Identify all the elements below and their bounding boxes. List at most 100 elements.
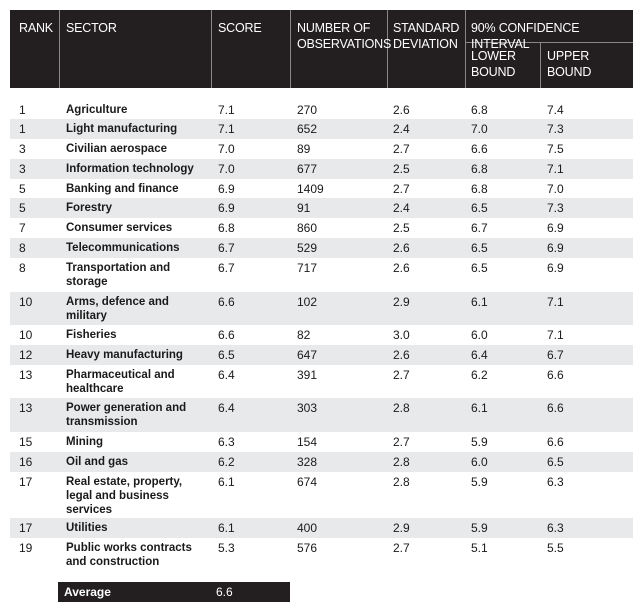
cell-score: 6.1 — [218, 521, 235, 535]
cell-rank: 17 — [19, 521, 33, 535]
cell-rank: 10 — [19, 328, 33, 342]
cell-obs: 91 — [297, 201, 311, 215]
average-label: Average — [64, 585, 111, 599]
cell-sector: Oil and gas — [66, 456, 128, 468]
table-row: 13 Power generation and transmission 6.4 30… — [10, 398, 633, 432]
cell-obs: 400 — [297, 521, 318, 535]
table-row: 12 Heavy manufacturing 6.5 647 2.6 6.4 6.7 — [10, 345, 633, 365]
cell-obs: 82 — [297, 328, 311, 342]
cell-sd: 2.5 — [393, 162, 410, 176]
header-divider — [540, 42, 541, 88]
cell-lower: 6.1 — [471, 401, 488, 415]
cell-sd: 2.5 — [393, 221, 410, 235]
cell-upper: 6.3 — [547, 521, 564, 535]
cell-lower: 7.0 — [471, 122, 488, 136]
cell-sector: Real estate, property, legal and busines… — [66, 476, 183, 516]
cell-sd: 2.4 — [393, 201, 410, 215]
cell-sd: 2.6 — [393, 348, 410, 362]
average-score: 6.6 — [216, 585, 233, 599]
cell-sector: Light manufacturing — [66, 123, 178, 135]
cell-score: 7.1 — [218, 103, 235, 117]
cell-upper: 6.9 — [547, 241, 564, 255]
cell-sector: Banking and finance — [66, 183, 179, 195]
cell-upper: 6.3 — [547, 475, 564, 489]
cell-lower: 6.6 — [471, 142, 488, 156]
table-row: 17 Utilities 6.1 400 2.9 5.9 6.3 — [10, 518, 633, 538]
header-divider — [290, 10, 291, 88]
cell-score: 6.6 — [218, 295, 235, 309]
cell-sector: Forestry — [66, 202, 113, 214]
header-divider — [387, 10, 388, 88]
cell-sd: 2.6 — [393, 103, 410, 117]
cell-sd: 2.9 — [393, 521, 410, 535]
cell-lower: 5.9 — [471, 475, 488, 489]
table-row: 3 Information technology 7.0 677 2.5 6.8 7.1 — [10, 159, 633, 179]
cell-lower: 6.2 — [471, 368, 488, 382]
cell-score: 6.9 — [218, 201, 235, 215]
cell-rank: 15 — [19, 435, 33, 449]
cell-rank: 1 — [19, 103, 26, 117]
table-row: 8 Telecommunications 6.7 529 2.6 6.5 6.9 — [10, 238, 633, 258]
header-confidence-interval: 90% CONFIDENCE INTERVAL — [471, 21, 580, 51]
cell-score: 7.0 — [218, 142, 235, 156]
cell-obs: 89 — [297, 142, 311, 156]
cell-upper: 5.5 — [547, 541, 564, 555]
cell-lower: 6.5 — [471, 201, 488, 215]
cell-score: 7.0 — [218, 162, 235, 176]
cell-lower: 6.8 — [471, 162, 488, 176]
cell-sd: 2.7 — [393, 435, 410, 449]
cell-obs: 303 — [297, 401, 318, 415]
cell-obs: 717 — [297, 261, 318, 275]
header-divider — [465, 42, 633, 43]
cell-obs: 860 — [297, 221, 318, 235]
cell-sd: 2.6 — [393, 241, 410, 255]
cell-lower: 5.1 — [471, 541, 488, 555]
table-row: 5 Banking and finance 6.9 1409 2.7 6.8 7.0 — [10, 179, 633, 198]
cell-upper: 7.1 — [547, 295, 564, 309]
cell-rank: 5 — [19, 182, 26, 196]
table-row: 15 Mining 6.3 154 2.7 5.9 6.6 — [10, 432, 633, 452]
cell-rank: 8 — [19, 241, 26, 255]
cell-obs: 270 — [297, 103, 318, 117]
cell-lower: 6.5 — [471, 241, 488, 255]
cell-sd: 2.9 — [393, 295, 410, 309]
cell-sd: 2.4 — [393, 122, 410, 136]
cell-obs: 677 — [297, 162, 318, 176]
cell-rank: 19 — [19, 541, 33, 555]
cell-obs: 647 — [297, 348, 318, 362]
cell-obs: 529 — [297, 241, 318, 255]
cell-sd: 2.6 — [393, 261, 410, 275]
table-row: 7 Consumer services 6.8 860 2.5 6.7 6.9 — [10, 218, 633, 238]
header-sector: SECTOR — [66, 21, 117, 35]
cell-score: 6.2 — [218, 455, 235, 469]
cell-sd: 3.0 — [393, 328, 410, 342]
cell-rank: 8 — [19, 261, 26, 275]
cell-lower: 6.7 — [471, 221, 488, 235]
cell-rank: 5 — [19, 201, 26, 215]
cell-sd: 2.7 — [393, 182, 410, 196]
cell-upper: 6.9 — [547, 261, 564, 275]
cell-sector: Power generation and transmission — [66, 402, 187, 428]
cell-obs: 391 — [297, 368, 318, 382]
cell-rank: 13 — [19, 401, 33, 415]
cell-score: 6.3 — [218, 435, 235, 449]
cell-lower: 6.0 — [471, 455, 488, 469]
cell-score: 6.9 — [218, 182, 235, 196]
table-row: 13 Pharmaceutical and healthcare 6.4 391 2.7… — [10, 365, 633, 398]
cell-rank: 7 — [19, 221, 26, 235]
table-row: 1 Agriculture 7.1 270 2.6 6.8 7.4 — [10, 100, 633, 119]
cell-sector: Civilian aerospace — [66, 143, 167, 155]
cell-rank: 3 — [19, 162, 26, 176]
header-std-dev: STANDARD DEVIATION — [393, 21, 460, 51]
cell-obs: 1409 — [297, 182, 324, 196]
cell-score: 6.5 — [218, 348, 235, 362]
cell-upper: 7.0 — [547, 182, 564, 196]
cell-score: 6.8 — [218, 221, 235, 235]
cell-sector: Public works contracts and construction — [66, 542, 192, 568]
cell-lower: 5.9 — [471, 521, 488, 535]
cell-sd: 2.7 — [393, 142, 410, 156]
cell-sd: 2.8 — [393, 455, 410, 469]
table-row: 3 Civilian aerospace 7.0 89 2.7 6.6 7.5 — [10, 139, 633, 159]
header-observations: NUMBER OF OBSERVATIONS — [297, 21, 392, 51]
header-score: SCORE — [218, 21, 262, 35]
